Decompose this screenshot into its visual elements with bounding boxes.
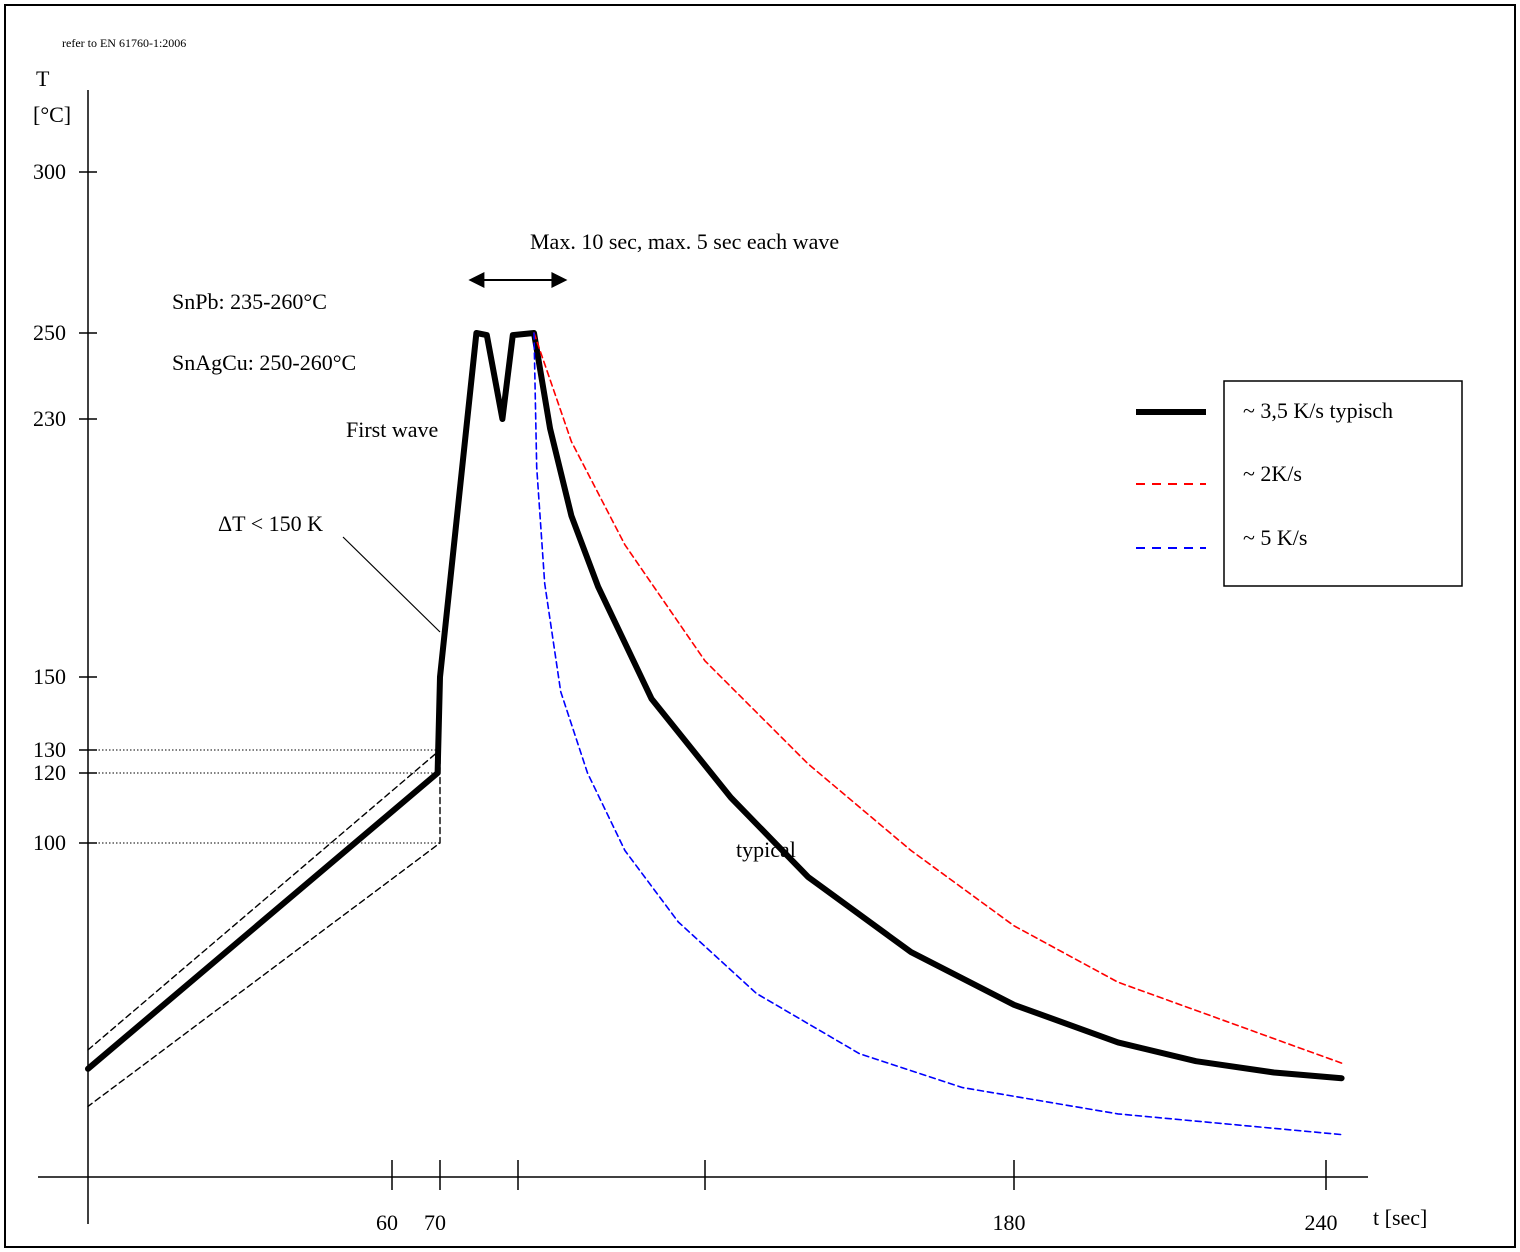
series-line-2ks <box>533 332 1343 1064</box>
wave-time-annotation: Max. 10 sec, max. 5 sec each wave <box>530 229 839 254</box>
x-tick-label-180: 180 <box>993 1210 1026 1235</box>
y-tick-label-120: 120 <box>33 760 66 785</box>
series-lines <box>85 330 1345 1136</box>
legend-box <box>1223 380 1463 587</box>
first-wave-annotation: First wave <box>346 417 438 442</box>
wave-time-arrow-right-head <box>551 272 568 288</box>
wave-time-arrow-left-head <box>468 272 485 288</box>
outer-frame <box>4 4 1516 1248</box>
y-tick-label-150: 150 <box>33 664 66 689</box>
y-tick-label-230: 230 <box>33 406 66 431</box>
delta-t-annotation: ΔT < 150 K <box>218 511 323 536</box>
x-tick-label-70: 70 <box>424 1210 446 1235</box>
x-axis-label: t [sec] <box>1373 1205 1427 1230</box>
y-axis-label-symbol: T <box>36 66 50 91</box>
grid-guides <box>88 749 440 844</box>
legend-label-2ks: ~ 2K/s <box>1243 461 1302 486</box>
legend-label-5ks: ~ 5 K/s <box>1243 525 1307 550</box>
delta-t-leader-line <box>342 536 441 633</box>
legend-label-typical: ~ 3,5 K/s typisch <box>1243 398 1393 423</box>
series-line-tolerance-band <box>87 749 441 1108</box>
typical-annotation: typical <box>736 837 796 862</box>
y-axis-label-unit: [°C] <box>33 102 71 127</box>
snpb-annotation: SnPb: 235-260°C <box>172 289 327 314</box>
y-tick-label-100: 100 <box>33 830 66 855</box>
legend: ~ 3,5 K/s typisch ~ 2K/s ~ 5 K/s <box>1136 380 1463 587</box>
series-line-5ks <box>533 332 1343 1136</box>
x-ticks: 60 70 180 240 <box>376 1160 1338 1235</box>
wave-time-arrow <box>468 272 568 288</box>
y-tick-label-300: 300 <box>33 159 66 184</box>
x-tick-label-60: 60 <box>376 1210 398 1235</box>
x-tick-label-240: 240 <box>1305 1210 1338 1235</box>
y-tick-label-250: 250 <box>33 320 66 345</box>
standard-note: refer to EN 61760-1:2006 <box>62 36 186 50</box>
snagcu-annotation: SnAgCu: 250-260°C <box>172 350 356 375</box>
y-tick-label-130: 130 <box>33 737 66 762</box>
series-line-3-5ks <box>85 330 1345 1082</box>
